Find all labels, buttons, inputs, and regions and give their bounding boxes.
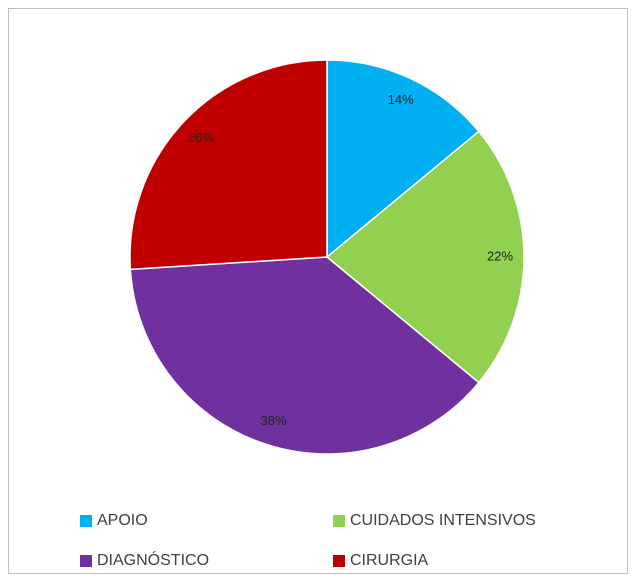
legend-label: CUIDADOS INTENSIVOS — [350, 512, 536, 529]
pie-slice — [325, 130, 525, 384]
legend-label: CIRURGIA — [350, 552, 429, 569]
legend-swatch — [80, 515, 92, 527]
data-label: 26% — [188, 130, 214, 145]
legend-label: APOIO — [97, 512, 148, 529]
legend-label: DIAGNÓSTICO — [97, 550, 209, 569]
data-label: 22% — [487, 248, 513, 263]
data-label: 38% — [261, 413, 287, 428]
pie-slice — [326, 59, 480, 259]
data-label: 14% — [388, 92, 414, 107]
legend-swatch — [333, 555, 345, 567]
pie-slice — [129, 256, 480, 455]
legend-swatch — [80, 555, 92, 567]
pie-slice — [129, 59, 328, 271]
legend-swatch — [333, 515, 345, 527]
